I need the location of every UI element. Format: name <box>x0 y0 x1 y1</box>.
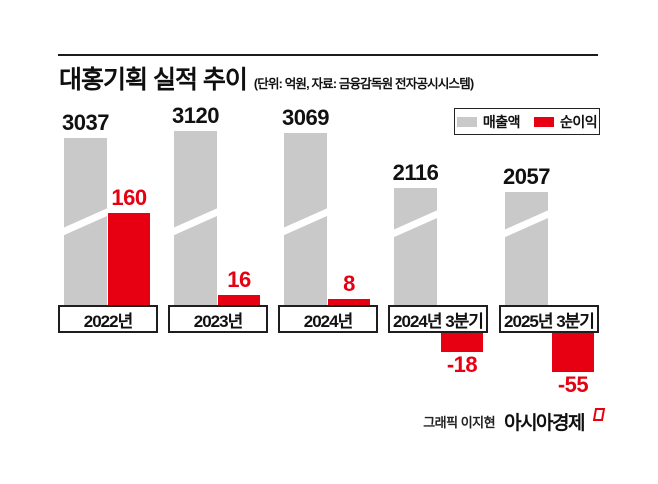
revenue-bar <box>64 138 107 305</box>
axis-break-mark <box>505 207 548 240</box>
category-label: 2025년 3분기 <box>499 305 599 333</box>
category-label: 2023년 <box>168 305 268 333</box>
revenue-value-label: 3037 <box>62 110 109 135</box>
legend: 매출액 순이익 <box>454 108 600 135</box>
legend-revenue-label: 매출액 <box>482 113 521 130</box>
credit-graphic-author: 그래픽 이지현 <box>423 415 496 430</box>
axis-break-mark <box>64 205 107 238</box>
revenue-bar <box>394 188 437 305</box>
revenue-value-label: 3120 <box>172 103 219 128</box>
profit-bar-negative <box>552 333 594 372</box>
axis-break-mark <box>394 207 437 240</box>
category-label: 2022년 <box>58 305 158 333</box>
revenue-bar <box>174 131 217 305</box>
legend-profit-label: 순이익 <box>560 113 598 130</box>
profit-value-label: 160 <box>111 185 147 210</box>
profit-bar <box>218 295 260 305</box>
profit-bar <box>328 299 370 305</box>
brand-logo: 아시아경제 <box>504 413 585 434</box>
revenue-value-label: 3069 <box>282 105 329 130</box>
axis-break-mark <box>174 205 217 238</box>
profit-value-label: -55 <box>557 372 589 397</box>
credit-line: 그래픽 이지현 아시아경제 <box>0 408 606 435</box>
revenue-bar <box>284 133 327 305</box>
bar-group-2023: 3120 16 2023년 <box>168 0 268 484</box>
chart-subtitle: (단위: 억원, 자료: 금융감독원 전자공시시스템) <box>253 77 474 91</box>
bar-group-2024: 3069 8 2024년 <box>278 0 378 484</box>
revenue-value-label: 2116 <box>392 160 439 185</box>
legend-revenue-swatch <box>456 116 477 127</box>
legend-profit-swatch <box>534 116 554 127</box>
profit-bar-negative <box>441 333 483 352</box>
header: 대홍기획 실적 추이 (단위: 억원, 자료: 금융감독원 전자공시시스템) <box>59 60 474 96</box>
profit-value-label: 16 <box>227 267 251 292</box>
revenue-bar <box>505 192 548 305</box>
axis-break-mark <box>284 205 327 238</box>
profit-value-label: -18 <box>446 352 478 377</box>
revenue-value-label: 2057 <box>503 164 550 189</box>
category-label: 2024년 <box>278 305 378 333</box>
top-divider <box>58 54 598 56</box>
profit-value-label: 8 <box>343 271 355 296</box>
bar-group-2022: 3037 160 2022년 <box>58 0 158 484</box>
bar-group-2024-q3: 2116 -18 2024년 3분기 <box>388 0 488 484</box>
brand-flag-icon <box>592 408 606 421</box>
bar-group-2025-q3: 2057 -55 2025년 3분기 <box>499 0 599 484</box>
profit-bar <box>108 213 150 305</box>
category-label: 2024년 3분기 <box>388 305 488 333</box>
chart-title: 대홍기획 실적 추이 <box>59 66 248 94</box>
